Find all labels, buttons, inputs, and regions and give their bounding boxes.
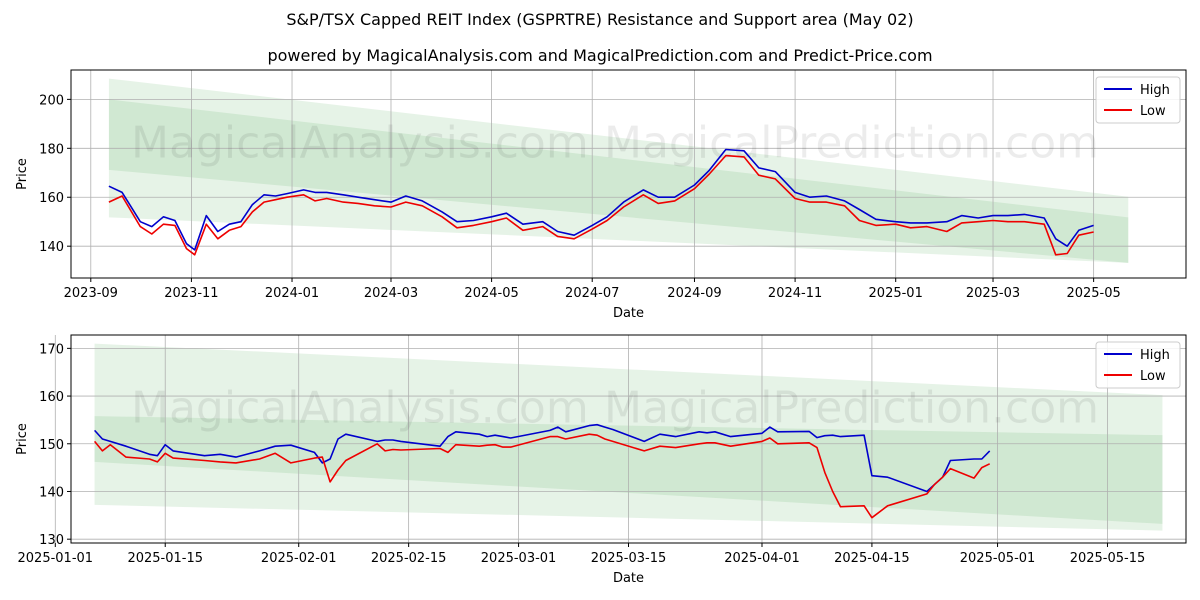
watermark-text: MagicalPrediction.com bbox=[604, 117, 1099, 168]
watermark-text: MagicalAnalysis.com bbox=[131, 382, 589, 433]
legend-label-high: High bbox=[1140, 83, 1170, 98]
y-tick-label: 170 bbox=[39, 342, 64, 357]
series-line-high bbox=[108, 148, 1094, 251]
series-line-high bbox=[94, 423, 991, 493]
x-axis-label: Date bbox=[613, 571, 644, 586]
x-tick-label: 2025-02-15 bbox=[371, 551, 447, 566]
x-tick-label: 2024-07 bbox=[565, 286, 619, 301]
x-tick-label: 2025-04-01 bbox=[724, 551, 800, 566]
x-tick-label: 2025-01-01 bbox=[18, 551, 94, 566]
y-tick-label: 140 bbox=[39, 240, 64, 255]
y-axis-label: Price bbox=[15, 158, 30, 190]
x-tick-label: 2025-03-15 bbox=[591, 551, 667, 566]
x-tick-label: 2025-01 bbox=[869, 286, 923, 301]
x-tick-label: 2024-03 bbox=[364, 286, 418, 301]
band-2 bbox=[108, 99, 1129, 263]
x-tick-label: 2024-09 bbox=[667, 286, 721, 301]
plot-frame bbox=[70, 69, 1187, 279]
x-tick-label: 2023-09 bbox=[64, 286, 118, 301]
x-tick-label: 2025-03-01 bbox=[481, 551, 557, 566]
y-tick-label: 160 bbox=[39, 191, 64, 206]
x-tick-label: 2025-01-15 bbox=[127, 551, 203, 566]
y-tick-label: 130 bbox=[39, 533, 64, 548]
legend: High Low bbox=[1095, 341, 1181, 389]
x-tick-label: 2023-11 bbox=[164, 286, 218, 301]
x-tick-label: 2025-05-01 bbox=[960, 551, 1036, 566]
x-tick-label: 2025-04-15 bbox=[834, 551, 910, 566]
chart-panel-1: MagicalAnalysis.com MagicalPrediction.com… bbox=[15, 69, 1187, 321]
watermark-text: MagicalPrediction.com bbox=[604, 382, 1099, 433]
chart-panel-2: MagicalAnalysis.com MagicalPrediction.com… bbox=[15, 334, 1187, 586]
y-tick-label: 150 bbox=[39, 438, 64, 453]
y-axis-label: Price bbox=[15, 423, 30, 455]
x-tick-label: 2025-05-15 bbox=[1070, 551, 1146, 566]
y-tick-label: 180 bbox=[39, 142, 64, 157]
x-tick-label: 2024-05 bbox=[464, 286, 518, 301]
series-line-low bbox=[108, 154, 1094, 256]
y-tick-label: 140 bbox=[39, 485, 64, 500]
x-tick-label: 2025-03 bbox=[966, 286, 1020, 301]
y-tick-label: 200 bbox=[39, 93, 64, 108]
watermark-text: MagicalAnalysis.com bbox=[131, 117, 589, 168]
x-tick-label: 2025-02-01 bbox=[261, 551, 337, 566]
legend: High Low bbox=[1095, 76, 1181, 124]
y-tick-label: 160 bbox=[39, 390, 64, 405]
legend-label-low: Low bbox=[1140, 369, 1166, 384]
legend-label-high: High bbox=[1140, 348, 1170, 363]
x-tick-label: 2025-05 bbox=[1066, 286, 1120, 301]
x-tick-label: 2024-11 bbox=[768, 286, 822, 301]
series-line-low bbox=[93, 433, 991, 519]
legend-label-low: Low bbox=[1140, 104, 1166, 119]
x-axis-label: Date bbox=[613, 306, 644, 321]
chart-subtitle: powered by MagicalAnalysis.com and Magic… bbox=[267, 46, 933, 65]
band-1 bbox=[108, 78, 1129, 263]
x-tick-label: 2024-01 bbox=[265, 286, 319, 301]
chart-title: S&P/TSX Capped REIT Index (GSPRTRE) Resi… bbox=[286, 10, 914, 29]
